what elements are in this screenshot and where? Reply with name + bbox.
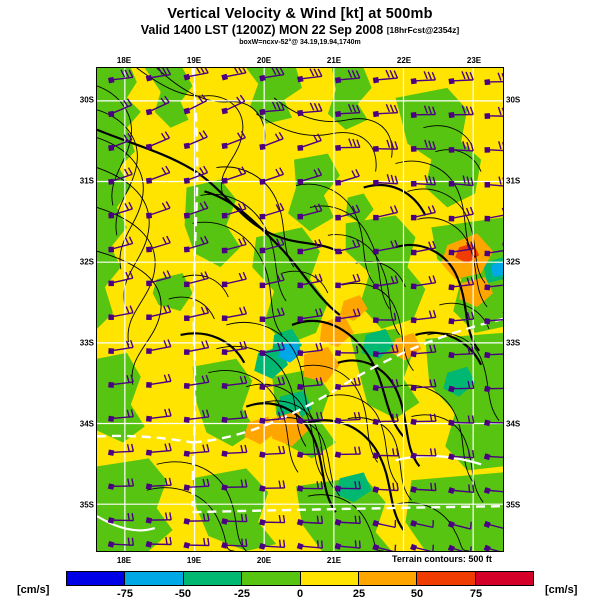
- axis-left-tick-4: 34S: [79, 419, 94, 429]
- valid-time-subtitle: Valid 1400 LST (1200Z) MON 22 Sep 2008 […: [0, 23, 600, 38]
- axis-left-tick-1: 31S: [79, 176, 94, 186]
- colorbar-segment-2: [182, 572, 242, 585]
- axis-left-tick-2: 32S: [79, 257, 94, 267]
- axis-bottom-tick-0: 18E: [116, 556, 132, 565]
- colorbar-segment-3: [241, 572, 300, 585]
- colorbar[interactable]: [66, 571, 534, 586]
- colorbar-unit-right: [cm/s]: [545, 584, 578, 596]
- terrain-contour-note: Terrain contours: 500 ft: [392, 554, 492, 564]
- axis-right-tick-1: 31S: [506, 176, 521, 186]
- axis-bottom-tick-1: 19E: [186, 556, 202, 565]
- axis-right-tick-4: 34S: [506, 419, 521, 429]
- colorbar-tick-6: 75: [469, 588, 483, 600]
- page-title: Vertical Velocity & Wind [kt] at 500mb: [167, 6, 433, 22]
- domain-info-text: boxW=ncxv-52°@ 34.19,19.94,1740m: [239, 39, 361, 46]
- colorbar-tick-0: -75: [117, 588, 133, 600]
- axis-right-tick-3: 33S: [506, 338, 521, 348]
- axis-right-tick-0: 30S: [506, 95, 521, 105]
- grid-and-border-layer: [97, 68, 503, 551]
- colorbar-tick-5: 50: [410, 588, 424, 600]
- axis-top-tick-1: 19E: [186, 56, 202, 65]
- axis-left-tick-5: 35S: [79, 500, 94, 510]
- colorbar-segment-7: [474, 572, 533, 585]
- colorbar-unit-left: [cm/s]: [17, 584, 50, 596]
- axis-left-tick-0: 30S: [79, 95, 94, 105]
- axis-top-tick-3: 21E: [326, 56, 342, 65]
- colorbar-tick-4: 25: [352, 588, 366, 600]
- axis-right-tick-5: 35S: [506, 500, 521, 510]
- colorbar-segment-4: [299, 572, 358, 585]
- wind-barb-layer: [97, 68, 503, 551]
- colorbar-segment-5: [357, 572, 417, 585]
- axis-top-tick-5: 23E: [466, 56, 482, 65]
- colorbar-tick-1: -50: [175, 588, 191, 600]
- axis-left-tick-3: 33S: [79, 338, 94, 348]
- axis-bottom-tick-3: 21E: [326, 556, 342, 565]
- colorbar-tick-3: 0: [296, 588, 304, 600]
- axis-bottom-tick-2: 20E: [256, 556, 272, 565]
- forecast-hour-text: [18hrFcst@2354z]: [386, 25, 460, 35]
- axis-top-tick-4: 22E: [396, 56, 412, 65]
- valid-time-text: Valid 1400 LST (1200Z) MON 22 Sep 2008: [140, 23, 384, 37]
- colorbar-segment-1: [124, 572, 183, 585]
- colorbar-tick-2: -25: [234, 588, 250, 600]
- axis-top-tick-0: 18E: [116, 56, 132, 65]
- map-plot-area: [96, 67, 504, 552]
- colorbar-segment-0: [67, 572, 125, 585]
- title-block: Vertical Velocity & Wind [kt] at 500mb V…: [0, 6, 600, 48]
- colorbar-segment-6: [416, 572, 475, 585]
- axis-top-tick-2: 20E: [256, 56, 272, 65]
- axis-right-tick-2: 32S: [506, 257, 521, 267]
- plot-frame: [96, 67, 504, 552]
